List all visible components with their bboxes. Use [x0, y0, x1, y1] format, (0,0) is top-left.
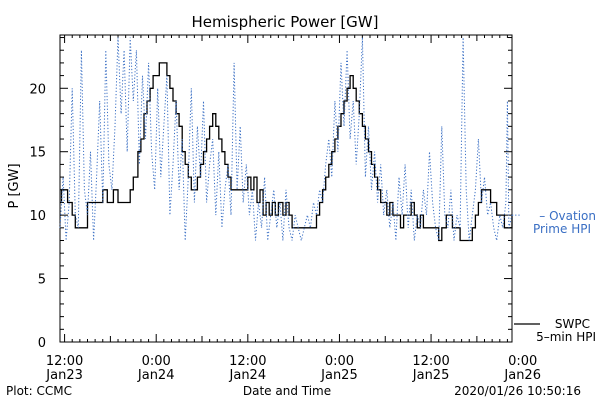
chart-title: Hemispheric Power [GW]: [192, 13, 379, 31]
y-tick-label: 20: [29, 82, 46, 97]
y-axis-label: P [GW]: [7, 163, 22, 208]
x-tick-date-label: Jan23: [45, 368, 83, 383]
x-tick-label: 0:00: [142, 354, 171, 369]
x-tick-date-label: Jan24: [137, 368, 175, 383]
series-layer: [59, 37, 520, 242]
x-axis-label: Date and Time: [243, 384, 331, 398]
x-tick-date-label: Jan25: [412, 368, 450, 383]
series-line-ovation-prime-hpi: [59, 37, 513, 241]
y-tick-label: 5: [38, 273, 46, 288]
plot-credit: Plot: CCMC: [6, 384, 72, 398]
x-tick-label: 12:00: [46, 354, 83, 369]
series-line-swpc-5min-hpi: [60, 62, 513, 242]
legend-ovation-line2: Prime HPI: [533, 222, 591, 236]
x-tick-date-label: Jan24: [229, 368, 267, 383]
generated-timestamp: 2020/01/26 10:50:16: [454, 384, 581, 398]
legend-swpc-5min-hpi: SWPC 5–min HPI: [514, 317, 596, 344]
y-axis-ticks: 0 5 10 15 20: [29, 37, 512, 351]
x-tick-date-label: Jan26: [503, 368, 541, 383]
x-tick-label: 0:00: [508, 354, 537, 369]
y-tick-label: 10: [29, 209, 46, 224]
legend-swpc-line2: 5–min HPI: [536, 330, 596, 344]
y-tick-label: 0: [38, 336, 46, 351]
x-tick-label: 12:00: [229, 354, 266, 369]
y-tick-label: 15: [29, 146, 46, 161]
x-tick-date-label: Jan25: [320, 368, 358, 383]
x-tick-label: 0:00: [325, 354, 354, 369]
legend-ovation-line1: – Ovation: [539, 209, 596, 223]
legend-swpc-line1: SWPC: [555, 317, 590, 331]
plot-frame: [59, 34, 513, 343]
x-axis-ticks: 12:00Jan230:00Jan2412:00Jan240:00Jan2512…: [45, 35, 541, 383]
x-tick-label: 12:00: [412, 354, 449, 369]
legend-ovation-prime-hpi: – Ovation Prime HPI: [533, 209, 596, 236]
